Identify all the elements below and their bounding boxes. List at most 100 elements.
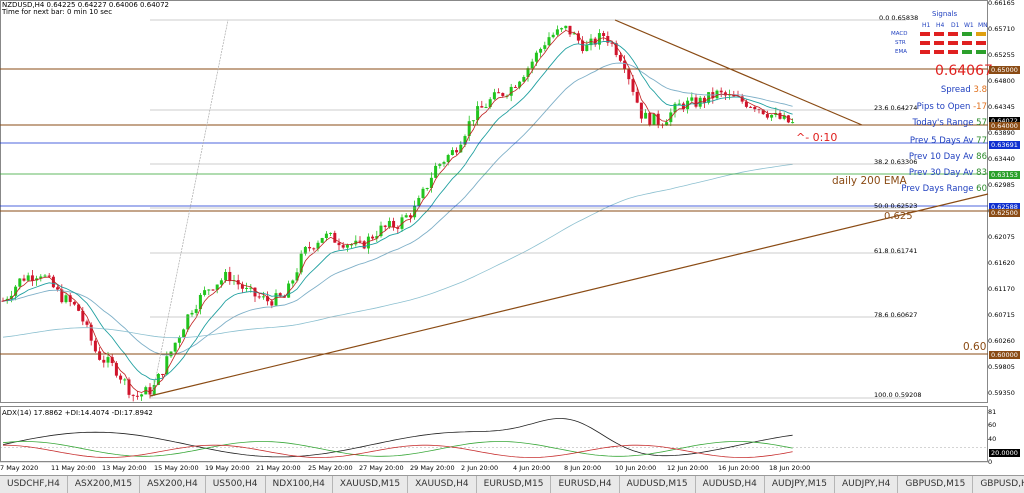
adx-line — [2, 418, 793, 458]
candle-body — [644, 112, 648, 119]
symbol-tab[interactable]: US500,H4 — [206, 476, 266, 493]
candle-body — [379, 225, 383, 237]
candle-body — [308, 246, 312, 249]
price-axis-label: 0.64800 — [988, 77, 1015, 85]
adx-axis-label: 81 — [988, 408, 997, 416]
candle-body — [513, 86, 517, 88]
price-axis-label: 0.66165 — [988, 0, 1015, 7]
signals-tf-d1: D1 — [951, 22, 960, 29]
time-axis-label: 7 May 2020 — [0, 464, 39, 472]
price-axis-label: 0.61170 — [988, 285, 1015, 293]
symbol-tab[interactable]: GBPUSD,H4 — [973, 476, 1024, 493]
candle-body — [593, 38, 597, 45]
candle-body — [698, 97, 702, 107]
candle-body — [387, 220, 391, 227]
prevdays-info: Prev Days Range 60 — [901, 184, 987, 194]
candle-body — [341, 245, 345, 248]
symbol-tab[interactable]: GBPUSD,M15 — [898, 476, 974, 493]
symbol-tab[interactable]: XAUUSD,H4 — [408, 476, 477, 493]
candle-body — [572, 33, 576, 35]
candle-body — [9, 295, 13, 299]
candle-body — [240, 284, 244, 289]
signal-cell — [948, 50, 958, 54]
candle-body — [425, 187, 429, 189]
signal-cell — [920, 32, 930, 36]
candle-body — [463, 136, 467, 145]
fib-label-78: 78.6 0.60627 — [874, 311, 918, 319]
signal-cell — [962, 50, 972, 54]
symbol-tab[interactable]: AUDJPY,M15 — [765, 476, 835, 493]
symbol-tab[interactable]: AUDUSD,M15 — [620, 476, 696, 493]
price-axis-label: 0.63890 — [988, 129, 1015, 137]
candle-body — [156, 373, 160, 385]
candle-body — [39, 276, 43, 279]
signal-cell — [934, 50, 944, 54]
price-axis-label: 0.62985 — [988, 181, 1015, 189]
time-axis-label: 12 Jun 20:00 — [667, 464, 709, 472]
candle-body — [749, 106, 753, 108]
symbol-tab[interactable]: EURUSD,H4 — [551, 476, 620, 493]
signal-cell — [948, 41, 958, 45]
candle-body — [564, 25, 568, 29]
candle-body — [320, 238, 324, 243]
candle-body — [740, 96, 744, 102]
prev10-value: 86 — [976, 152, 987, 162]
ema-200-label: daily 200 EMA — [832, 175, 907, 187]
time-axis-label: 8 Jun 20:00 — [564, 464, 602, 472]
candle-body — [64, 295, 68, 303]
symbol-tab[interactable]: AUDJPY,H4 — [835, 476, 899, 493]
signal-cell — [948, 32, 958, 36]
price-axis-label: 0.59350 — [988, 389, 1015, 397]
symbol-tab[interactable]: XAUUSD,M15 — [333, 476, 409, 493]
time-axis-label: 15 May 20:00 — [154, 464, 199, 472]
fib-label-50: 50.0 0.62523 — [874, 202, 918, 210]
signal-cell — [976, 41, 986, 45]
prev5-value: 77 — [976, 136, 987, 146]
spread-value: 3.8 — [973, 85, 987, 95]
candle-body — [383, 225, 387, 227]
candle-body — [329, 232, 333, 234]
time-axis-label: 16 Jun 20:00 — [718, 464, 760, 472]
symbol-tab[interactable]: NDX100,H4 — [266, 476, 333, 493]
price-level-box: 0.63691 — [989, 141, 1020, 149]
candle-body — [635, 91, 639, 103]
candle-body — [93, 340, 97, 352]
prevdays-value: 60 — [976, 184, 987, 194]
time-axis-label: 27 May 20:00 — [359, 464, 404, 472]
candle-body — [694, 97, 698, 107]
candle-body — [614, 43, 618, 56]
signal-cell — [976, 50, 986, 54]
candle-body — [623, 60, 627, 70]
candle-body — [610, 42, 614, 44]
candle-body — [98, 351, 102, 360]
symbol-tab[interactable]: EURUSD,M15 — [477, 476, 552, 493]
candle-body — [135, 395, 139, 397]
candle-body — [484, 107, 488, 109]
symbol-tab[interactable]: ASX200,M15 — [68, 476, 141, 493]
candle-body — [203, 290, 207, 295]
symbol-tab[interactable]: ASX200,H4 — [140, 476, 206, 493]
candle-body — [639, 102, 643, 119]
candle-body — [161, 373, 165, 375]
candle-body — [148, 387, 152, 395]
candle-body — [123, 379, 127, 381]
minus-di-line — [3, 444, 793, 458]
candle-body — [261, 296, 265, 298]
time-axis-label: 4 Jun 20:00 — [513, 464, 551, 472]
adx-axis-label: 60 — [988, 421, 997, 429]
pips-value: -17 — [973, 102, 987, 112]
candle-body — [60, 289, 64, 303]
candle-body — [366, 236, 370, 249]
candle-body — [719, 90, 723, 93]
symbol-tab[interactable]: USDCHF,H4 — [0, 476, 68, 493]
symbol-tab[interactable]: AUDUSD,H4 — [696, 476, 765, 493]
adx-indicator — [0, 418, 988, 458]
signal-cell — [934, 41, 944, 45]
candle-body — [85, 321, 89, 325]
prev5-info: Prev 5 Days Av 77 — [910, 136, 987, 146]
prev10-label: Prev 10 Day Av — [908, 152, 974, 162]
prev30-label: Prev 30 Day Av — [908, 168, 974, 178]
candle-body — [539, 48, 543, 53]
candle-body — [471, 120, 475, 122]
